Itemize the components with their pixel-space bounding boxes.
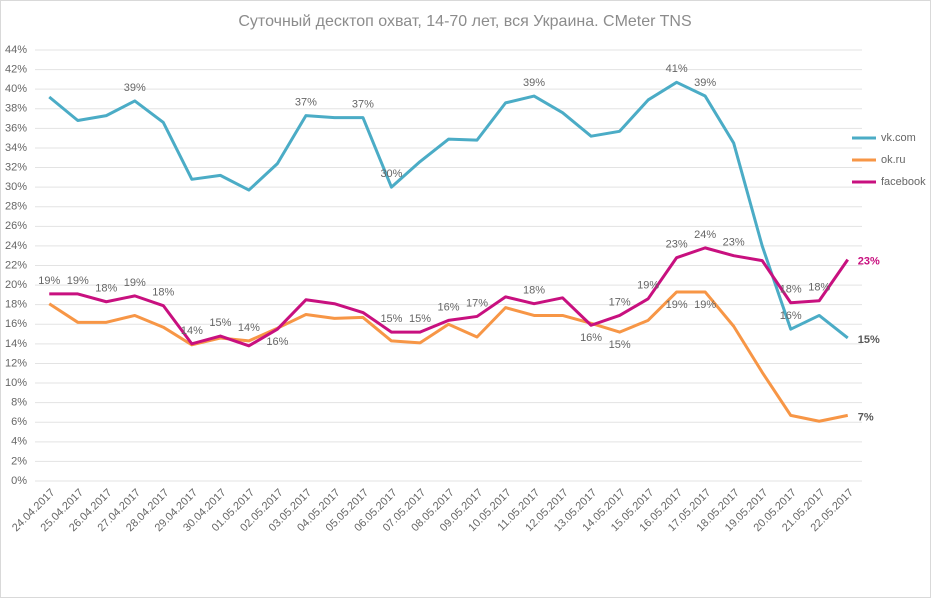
line	[49, 246, 849, 348]
data-label: 19%	[124, 277, 146, 289]
data-label: 18%	[152, 287, 174, 299]
data-label: 15%	[409, 313, 431, 325]
data-label: 14%	[238, 322, 260, 334]
data-label: 16%	[266, 336, 288, 348]
y-tick-label: 0%	[11, 475, 27, 487]
y-tick-label: 14%	[5, 338, 27, 350]
data-label: 15%	[380, 313, 402, 325]
data-label: 18%	[523, 285, 545, 297]
y-tick-label: 26%	[5, 220, 27, 232]
y-tick-label: 28%	[5, 201, 27, 213]
y-tick-label: 4%	[11, 436, 27, 448]
data-label: 17%	[609, 296, 631, 308]
line	[48, 80, 849, 340]
y-tick-label: 22%	[5, 259, 27, 271]
y-tick-label: 30%	[5, 181, 27, 193]
data-label: 19%	[38, 275, 60, 287]
y-tick-label: 12%	[5, 357, 27, 369]
data-label: 19%	[637, 280, 659, 292]
data-label: 23%	[666, 239, 688, 251]
legend-label: vk.com	[881, 132, 916, 144]
data-label: 30%	[380, 168, 402, 180]
chart-title: Суточный десктоп охват, 14-70 лет, вся У…	[238, 13, 691, 30]
data-label: 39%	[124, 82, 146, 94]
y-tick-label: 40%	[5, 83, 27, 95]
data-label: 16%	[780, 310, 802, 322]
line	[48, 290, 849, 423]
data-label: 37%	[352, 98, 374, 110]
y-tick-label: 20%	[5, 279, 27, 291]
data-label: 41%	[666, 63, 688, 75]
data-label: 23%	[858, 256, 880, 268]
data-label: 15%	[858, 334, 880, 346]
y-tick-label: 16%	[5, 318, 27, 330]
data-label: 24%	[694, 229, 716, 241]
data-label: 18%	[95, 283, 117, 295]
y-tick-label: 24%	[5, 240, 27, 252]
data-label: 39%	[694, 77, 716, 89]
y-tick-label: 36%	[5, 122, 27, 134]
y-tick-label: 44%	[5, 44, 27, 56]
legend-label: facebook	[881, 176, 926, 188]
data-label: 19%	[67, 275, 89, 287]
y-tick-label: 42%	[5, 63, 27, 75]
y-tick-label: 38%	[5, 103, 27, 115]
data-label: 39%	[523, 77, 545, 89]
y-tick-label: 6%	[11, 416, 27, 428]
legend-label: ok.ru	[881, 154, 905, 166]
data-label: 18%	[808, 282, 830, 294]
y-tick-label: 18%	[5, 299, 27, 311]
y-tick-label: 32%	[5, 161, 27, 173]
data-label: 16%	[437, 301, 459, 313]
data-label: 16%	[580, 332, 602, 344]
data-label: 23%	[723, 237, 745, 249]
y-tick-label: 8%	[11, 397, 27, 409]
data-label: 17%	[466, 297, 488, 309]
data-label: 19%	[666, 299, 688, 311]
data-label: 15%	[609, 339, 631, 351]
y-tick-label: 34%	[5, 142, 27, 154]
data-label: 7%	[858, 411, 874, 423]
y-tick-label: 2%	[11, 455, 27, 467]
y-tick-label: 10%	[5, 377, 27, 389]
data-label: 14%	[181, 325, 203, 337]
data-label: 18%	[780, 284, 802, 296]
data-label: 15%	[209, 317, 231, 329]
data-label: 19%	[694, 299, 716, 311]
data-label: 37%	[295, 97, 317, 109]
